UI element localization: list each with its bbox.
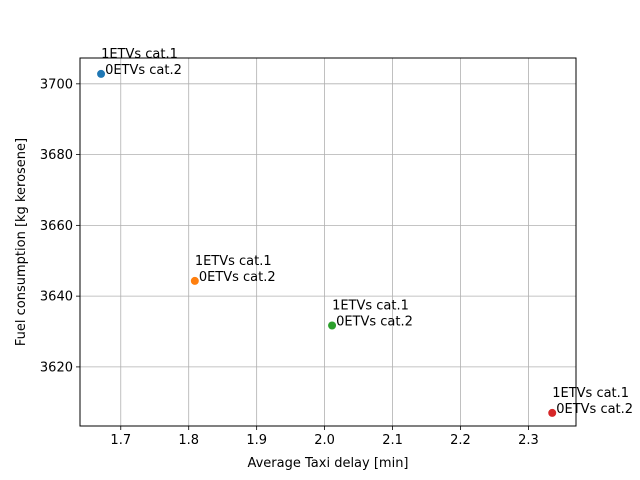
- point-label-line2: 0ETVs cat.2: [199, 270, 276, 285]
- point-label-line1: 1ETVs cat.1: [195, 254, 272, 269]
- x-axis-label: Average Taxi delay [min]: [247, 456, 408, 471]
- data-point: [190, 276, 199, 285]
- data-point: [548, 408, 557, 417]
- point-label-line2: 0ETVs cat.2: [336, 315, 413, 330]
- y-axis-label: Fuel consumption [kg kerosene]: [14, 138, 29, 346]
- x-tick-label: 2.0: [314, 433, 335, 448]
- x-tick-label: 2.1: [382, 433, 403, 448]
- y-tick-label: 3700: [40, 77, 73, 92]
- x-tick-label: 1.8: [178, 433, 199, 448]
- axis-ticks: 1.7 1.8 1.9 2.0 2.1 2.2 2.3 3620 3640 3660 3680 370…: [40, 77, 539, 448]
- y-tick-label: 3620: [40, 360, 73, 375]
- point-label-line2: 0ETVs cat.2: [556, 402, 633, 417]
- y-tick-label: 3640: [40, 290, 73, 305]
- plot-frame: [79, 57, 577, 427]
- data-point: [328, 321, 337, 330]
- x-tick-label: 2.2: [450, 433, 471, 448]
- point-label-line2: 0ETVs cat.2: [105, 63, 182, 78]
- x-tick-label: 2.3: [518, 433, 539, 448]
- x-tick-label: 1.9: [246, 433, 267, 448]
- grid: [80, 58, 576, 426]
- x-tick-label: 1.7: [110, 433, 131, 448]
- point-label-line1: 1ETVs cat.1: [101, 47, 178, 62]
- data-points: [97, 69, 557, 417]
- y-tick-label: 3680: [40, 148, 73, 163]
- data-point: [97, 69, 106, 78]
- point-label-line1: 1ETVs cat.1: [332, 299, 409, 314]
- point-label-line1: 1ETVs cat.1: [552, 386, 629, 401]
- y-tick-label: 3660: [40, 219, 73, 234]
